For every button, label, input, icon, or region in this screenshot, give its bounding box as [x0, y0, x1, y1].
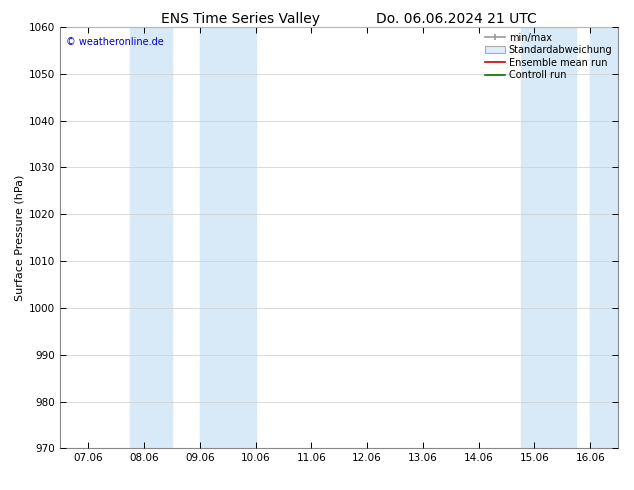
Legend: min/max, Standardabweichung, Ensemble mean run, Controll run: min/max, Standardabweichung, Ensemble me…: [482, 30, 615, 83]
Y-axis label: Surface Pressure (hPa): Surface Pressure (hPa): [15, 174, 25, 301]
Bar: [130, 27, 172, 448]
Text: ENS Time Series Valley: ENS Time Series Valley: [162, 12, 320, 26]
Bar: [590, 27, 618, 448]
Bar: [200, 27, 256, 448]
Text: © weatheronline.de: © weatheronline.de: [66, 38, 164, 48]
Text: Do. 06.06.2024 21 UTC: Do. 06.06.2024 21 UTC: [376, 12, 537, 26]
Bar: [521, 27, 576, 448]
